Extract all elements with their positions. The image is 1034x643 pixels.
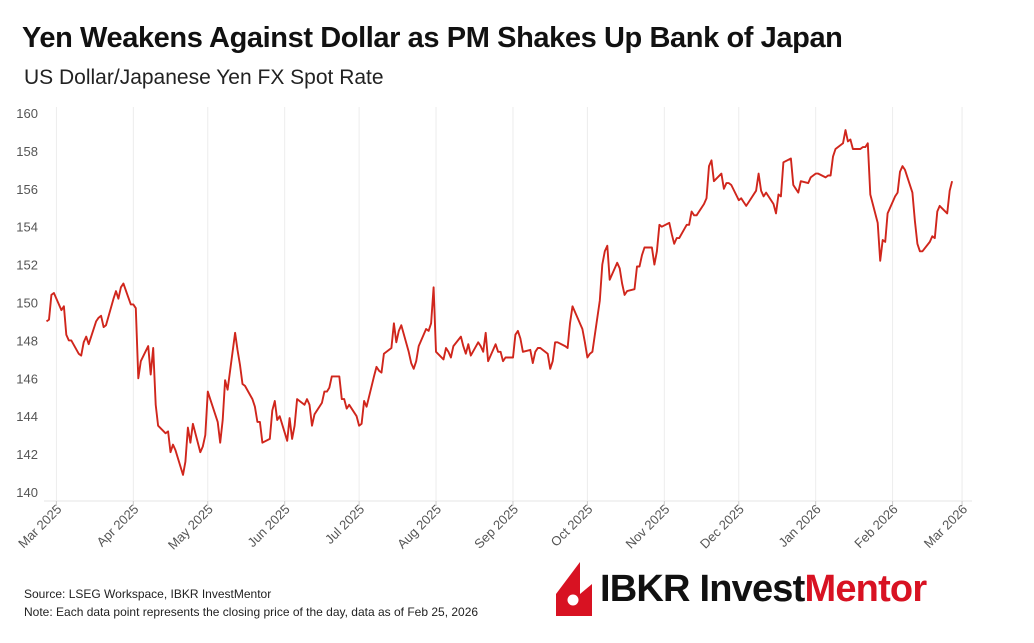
gridlines xyxy=(44,107,972,502)
x-tick-label: Mar 2025 xyxy=(15,502,64,551)
x-tick-label: Aug 2025 xyxy=(394,502,444,552)
x-tick-label: Oct 2025 xyxy=(548,502,596,550)
y-tick-label: 158 xyxy=(16,144,38,159)
x-tick-label: Apr 2025 xyxy=(94,502,142,550)
y-tick-label: 140 xyxy=(16,485,38,500)
source-note: Source: LSEG Workspace, IBKR InvestMento… xyxy=(24,587,272,601)
series-group xyxy=(45,129,954,476)
y-tick-label: 142 xyxy=(16,447,38,462)
logo-wordmark: IBKR InvestMentor xyxy=(600,568,927,610)
y-tick-label: 152 xyxy=(16,258,38,273)
y-tick-label: 150 xyxy=(16,296,38,311)
ibkr-investmentor-logo: IBKR InvestMentor xyxy=(556,562,927,616)
chart-title: Yen Weakens Against Dollar as PM Shakes … xyxy=(22,22,843,54)
y-tick-label: 156 xyxy=(16,182,38,197)
chart-subtitle: US Dollar/Japanese Yen FX Spot Rate xyxy=(24,66,384,89)
line-chart: 140 142 144 146 148 150 152 154 156 158 160 Mar 20… xyxy=(15,106,972,552)
y-tick-label: 148 xyxy=(16,333,38,348)
x-axis-ticks: Mar 2025 Apr 2025 May 2025 Jun 2025 Jul 2025… xyxy=(15,501,970,552)
x-tick-label: May 2025 xyxy=(165,502,216,553)
y-axis-ticks: 140 142 144 146 148 150 152 154 156 158 160 xyxy=(16,106,38,500)
x-tick-label: Jun 2025 xyxy=(244,502,292,550)
ibkr-logo-icon xyxy=(556,562,592,616)
x-tick-label: Sep 2025 xyxy=(471,502,521,552)
data-note: Note: Each data point represents the clo… xyxy=(24,605,479,619)
x-tick-label: Feb 2026 xyxy=(851,502,900,551)
usdjpy-series-line xyxy=(45,129,954,476)
footnotes: Source: LSEG Workspace, IBKR InvestMento… xyxy=(24,585,478,621)
y-tick-label: 146 xyxy=(16,371,38,386)
x-tick-label: Jul 2025 xyxy=(322,502,367,547)
y-tick-label: 160 xyxy=(16,106,38,121)
x-tick-label: Mar 2026 xyxy=(921,502,970,551)
x-tick-label: Jan 2026 xyxy=(775,502,823,550)
y-tick-label: 144 xyxy=(16,409,38,424)
x-tick-label: Dec 2025 xyxy=(697,502,747,552)
y-tick-label: 154 xyxy=(16,220,38,235)
x-tick-label: Nov 2025 xyxy=(622,502,672,552)
